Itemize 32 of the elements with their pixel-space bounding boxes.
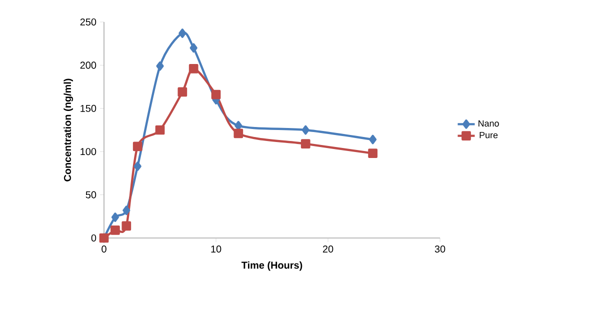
y-tick-label: 50 xyxy=(86,191,96,198)
point xyxy=(178,28,186,38)
y-tick-label: 0 xyxy=(91,234,96,242)
point xyxy=(368,148,378,158)
x-tick-label: 0 xyxy=(102,246,106,253)
y-tick-label: 200 xyxy=(80,62,96,69)
legend-label: Nano xyxy=(478,120,499,127)
y-tick-label: 100 xyxy=(80,148,96,156)
point xyxy=(155,125,165,135)
point xyxy=(178,87,188,97)
legend-label: Pure xyxy=(480,132,498,138)
point xyxy=(300,139,310,149)
y-tick-label: 150 xyxy=(80,104,96,112)
point xyxy=(302,125,310,135)
point xyxy=(156,61,164,71)
point xyxy=(122,221,132,231)
point xyxy=(369,134,377,144)
point xyxy=(122,206,130,216)
x-tick-label: 10 xyxy=(211,246,222,253)
point xyxy=(110,226,120,235)
point xyxy=(211,90,221,100)
point xyxy=(234,128,244,138)
x-axis-title: Time (Hours) xyxy=(241,261,302,271)
point xyxy=(111,212,119,222)
x-tick-label: 20 xyxy=(322,246,334,253)
y-axis-title: Concentration (ng/ml) xyxy=(64,78,74,182)
x-tick-label: 30 xyxy=(434,246,446,253)
point xyxy=(132,142,142,152)
point xyxy=(190,43,198,53)
point xyxy=(188,64,198,74)
point xyxy=(134,162,142,171)
y-tick-label: 250 xyxy=(80,18,96,26)
